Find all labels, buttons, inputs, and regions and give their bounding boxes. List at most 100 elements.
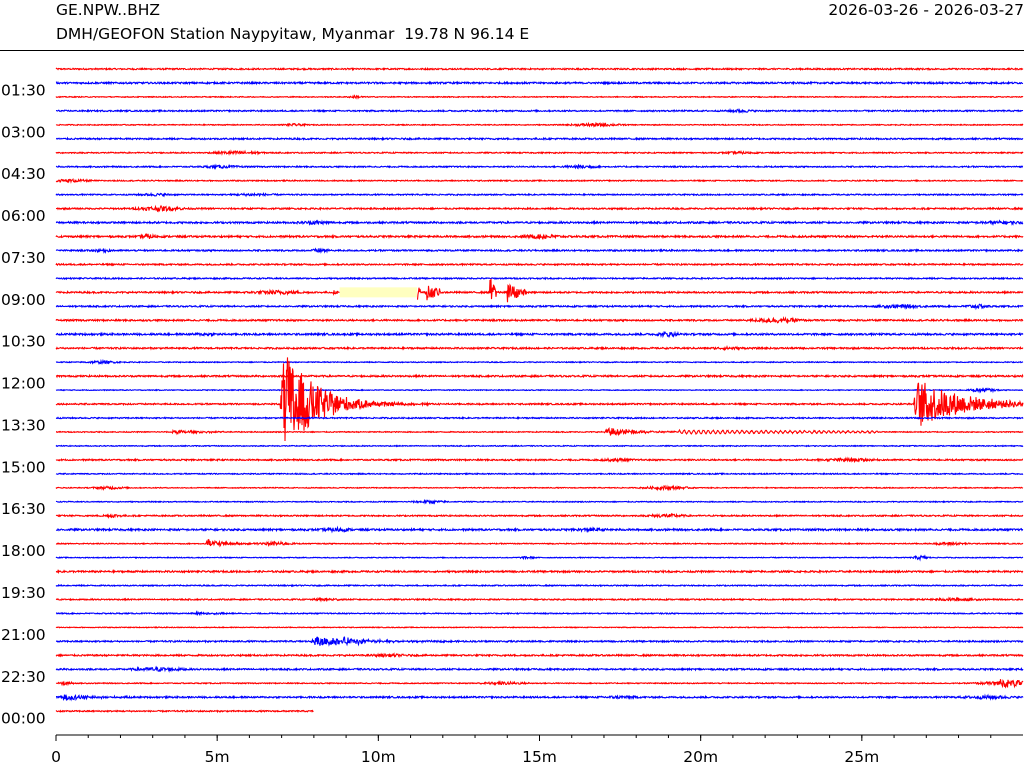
seismic-trace [55,178,1024,184]
y-tick-label: 16:30 [1,500,46,518]
seismic-trace [55,278,1024,303]
seismic-trace [55,636,1024,647]
trace-row-27 [55,444,1024,448]
trace-row-21 [55,358,1024,365]
trace-row-5 [55,136,1024,142]
data-gap-16 [339,287,418,298]
seismic-trace [55,387,1024,394]
trace-row-12 [55,232,1024,241]
seismic-trace [55,121,1024,128]
header-divider [0,50,1024,51]
x-tick-label: 5m [205,748,230,766]
trace-row-15 [55,276,1024,281]
trace-row-46 [55,709,314,714]
trace-rows [55,66,1024,714]
seismic-trace [55,204,1024,213]
trace-row-40 [55,626,1024,629]
trace-row-24 [55,357,1024,441]
trace-row-38 [55,596,1024,603]
x-tick-label: 20m [683,748,718,766]
seismic-trace [55,344,1024,352]
seismic-trace [55,525,1024,534]
y-tick-label: 09:00 [1,291,46,309]
seismic-trace [55,66,1024,72]
seismic-trace [55,709,314,714]
seismic-trace [55,538,1024,548]
seismic-trace [55,94,1024,100]
x-tick-label: 10m [361,748,396,766]
trace-row-8 [55,178,1024,184]
x-tick-label: 0 [51,748,61,766]
seismic-trace [55,358,1024,365]
trace-row-28 [55,456,1024,464]
trace-row-45 [55,693,1024,702]
seismic-trace [55,330,1024,339]
seismic-trace [55,232,1024,241]
trace-row-3 [55,107,1024,114]
station-description: DMH/GEOFON Station Naypyitaw, Myanmar 19… [56,25,530,43]
y-tick-label: 21:00 [1,626,46,644]
trace-row-29 [55,472,1024,476]
trace-row-34 [55,538,1024,548]
seismic-trace [55,472,1024,476]
trace-row-13 [55,247,1024,255]
seismic-trace [55,303,1024,311]
y-tick-label: 15:00 [1,458,46,476]
seismic-trace [55,568,1024,575]
seismic-trace [55,626,1024,629]
seismic-trace [55,456,1024,464]
trace-row-4 [55,121,1024,128]
seismic-trace [55,652,1024,659]
y-tick-label: 03:00 [1,123,46,141]
minutes-axis: 0 5m 10m 15m 20m 25m [51,734,1023,766]
seismic-trace [55,693,1024,702]
trace-row-33 [55,525,1024,534]
x-tick-label: 15m [522,748,557,766]
trace-row-37 [55,583,1024,588]
trace-row-0 [55,66,1024,72]
trace-row-26 [55,426,1024,437]
trace-row-14 [55,262,1024,267]
trace-row-7 [55,163,1024,170]
trace-row-2 [55,94,1024,100]
y-tick-label: 10:30 [1,333,46,351]
trace-row-35 [55,554,1024,562]
trace-row-1 [55,80,1024,86]
seismic-trace [55,136,1024,142]
seismic-trace [55,163,1024,170]
y-tick-label: 19:30 [1,584,46,602]
seismic-trace [55,679,1024,689]
seismic-trace [55,610,1024,617]
y-tick-label: 04:30 [1,165,46,183]
seismic-trace [55,415,1024,421]
seismic-trace [55,373,1024,379]
y-tick-label: 22:30 [1,668,46,686]
seismic-trace [55,107,1024,114]
seismic-trace [55,149,1024,156]
seismic-trace [55,191,1024,198]
trace-row-18 [55,316,1024,325]
y-tick-label: 06:00 [1,207,46,225]
trace-row-39 [55,610,1024,617]
trace-row-16 [55,278,1024,303]
seismic-trace [55,316,1024,325]
seismic-trace [55,665,1024,673]
seismic-trace [55,262,1024,267]
trace-row-25 [55,415,1024,421]
trace-row-30 [55,484,1024,492]
trace-row-42 [55,652,1024,659]
trace-row-41 [55,636,1024,647]
trace-row-36 [55,568,1024,575]
trace-row-11 [55,219,1024,226]
trace-row-10 [55,204,1024,213]
trace-row-44 [55,679,1024,689]
y-tick-label: 18:00 [1,542,46,560]
seismic-trace [55,484,1024,492]
trace-row-23 [55,387,1024,394]
y-tick-label: 00:00 [1,710,46,728]
seismic-trace [55,276,1024,281]
trace-row-9 [55,191,1024,198]
seismic-trace [55,554,1024,562]
seismic-trace [55,357,1024,441]
